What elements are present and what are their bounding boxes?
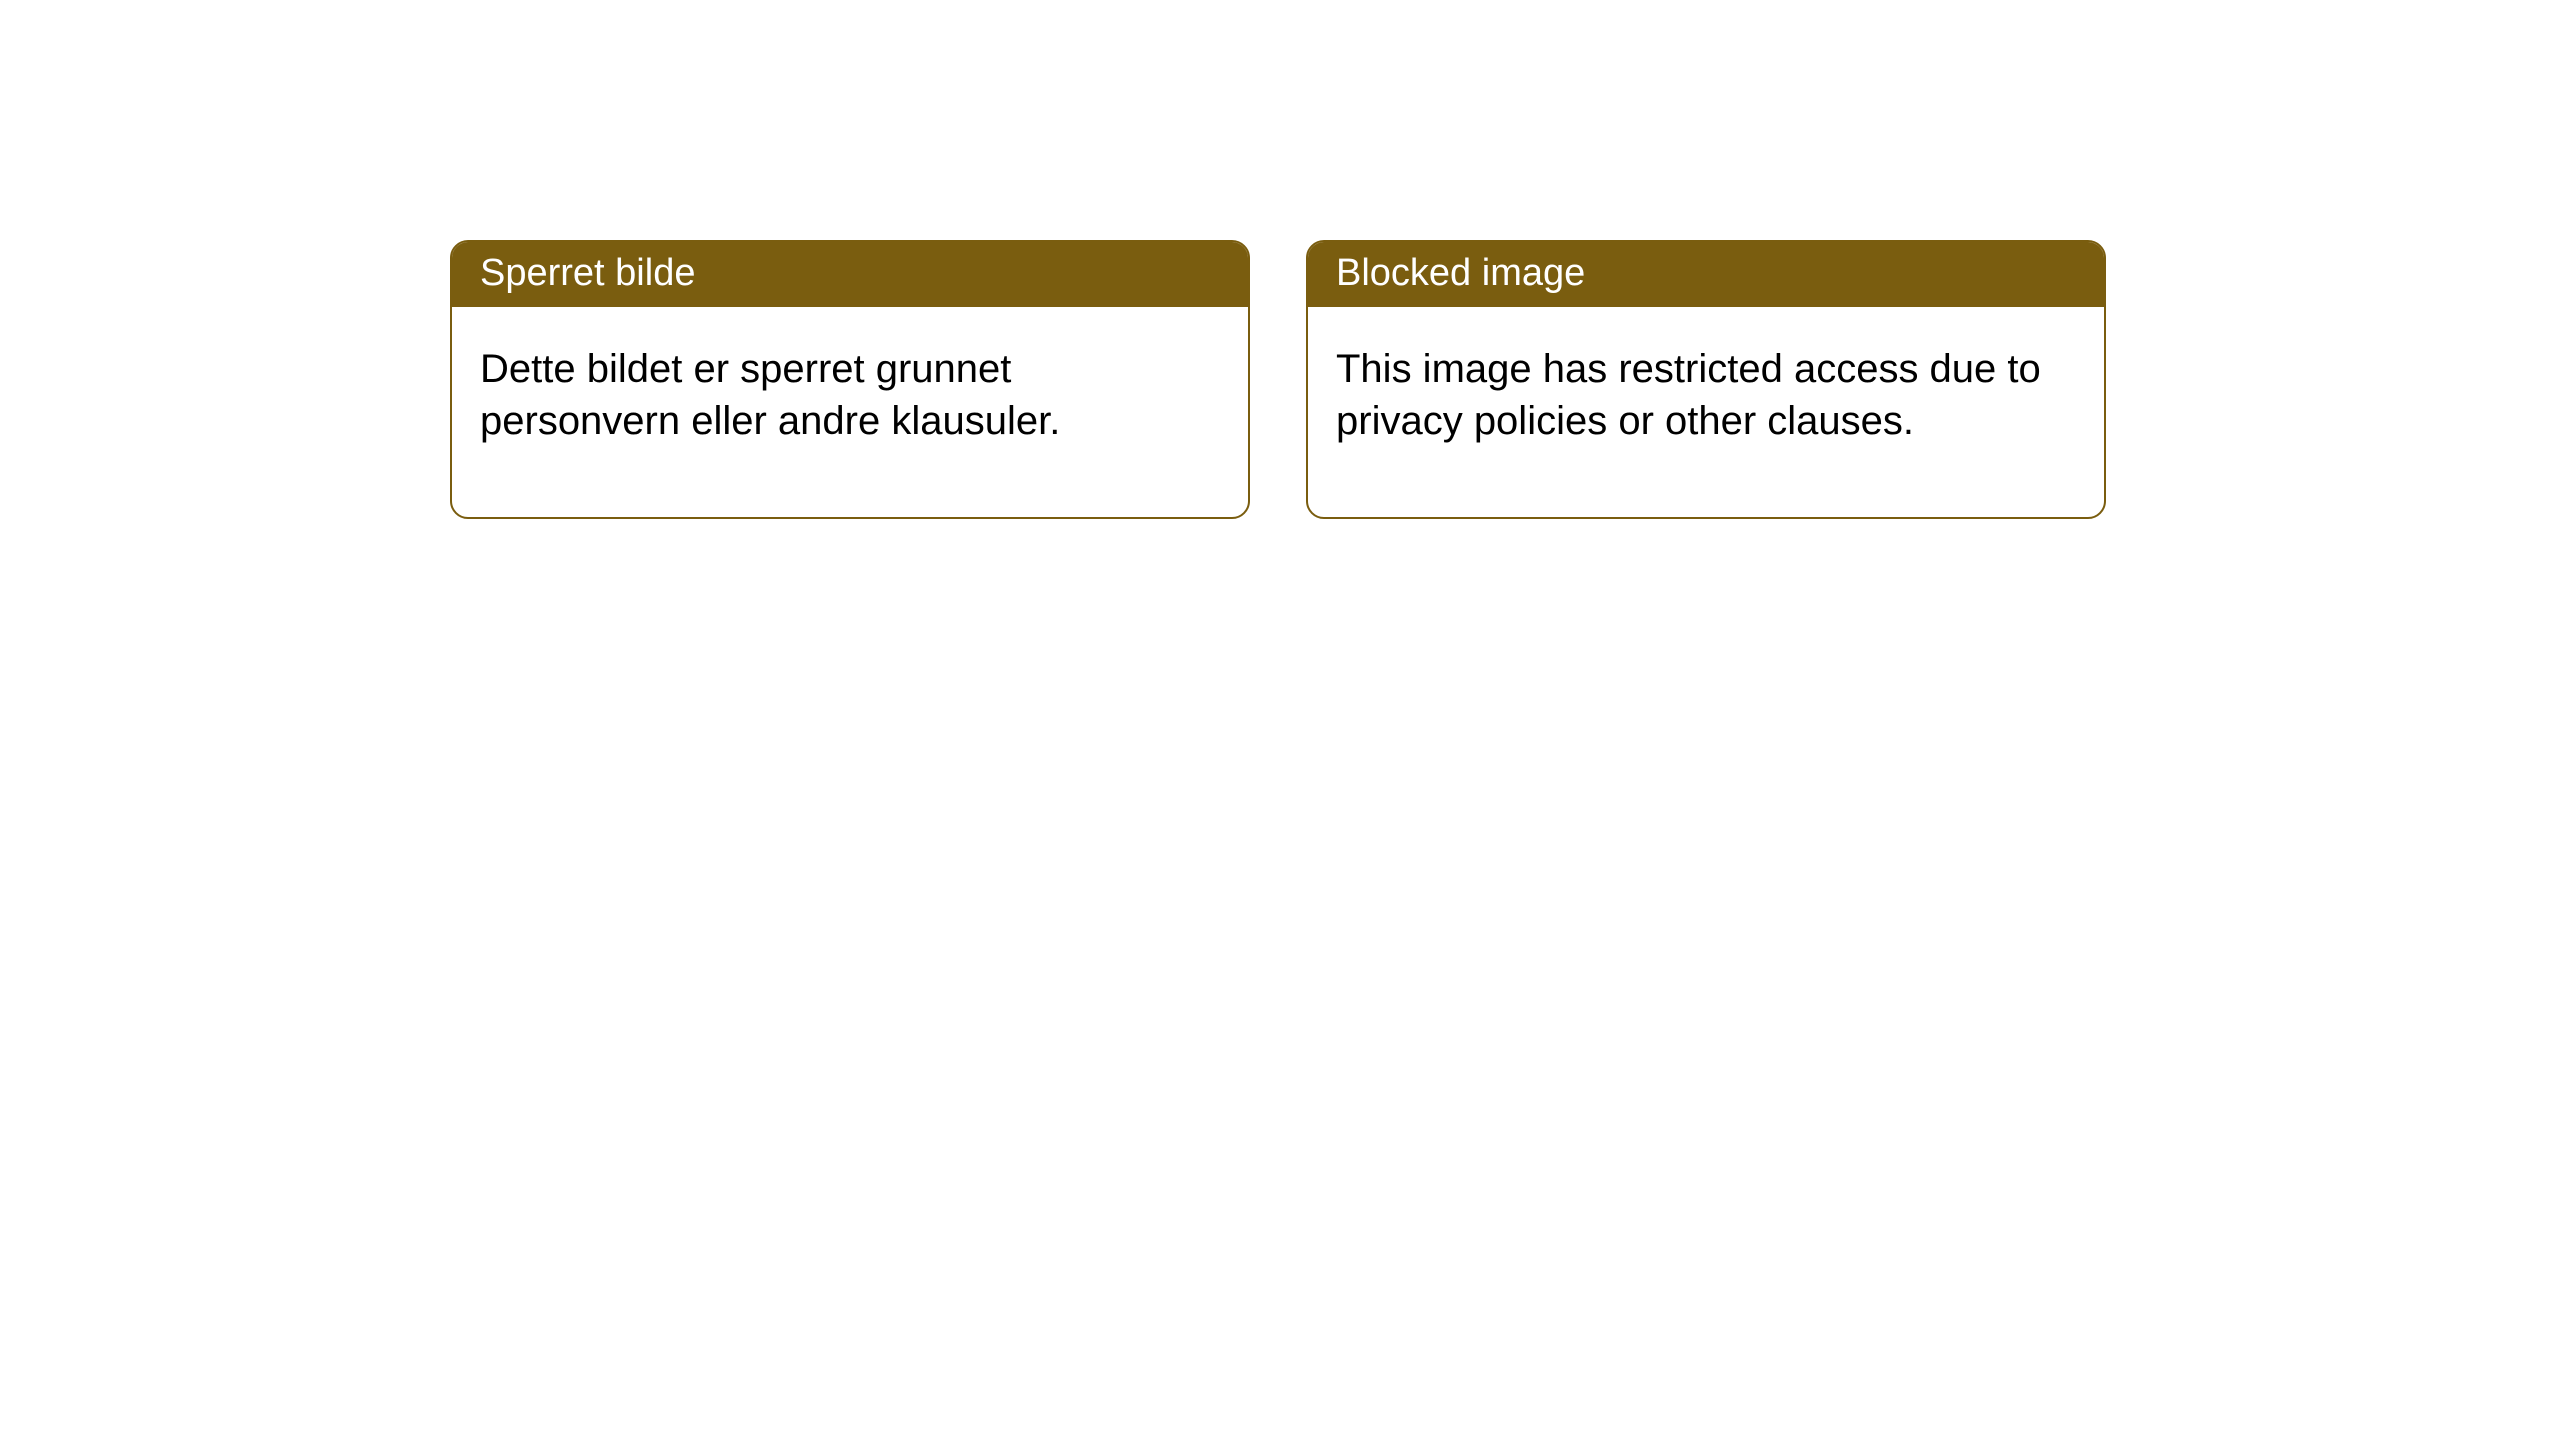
card-title: Blocked image — [1336, 252, 1585, 294]
notice-card-english: Blocked image This image has restricted … — [1306, 240, 2106, 519]
card-header: Blocked image — [1308, 242, 2104, 307]
notice-card-norwegian: Sperret bilde Dette bildet er sperret gr… — [450, 240, 1250, 519]
card-body-text: This image has restricted access due to … — [1336, 347, 2041, 443]
notice-cards-container: Sperret bilde Dette bildet er sperret gr… — [0, 0, 2560, 519]
card-title: Sperret bilde — [480, 252, 695, 294]
card-body: This image has restricted access due to … — [1308, 307, 2104, 517]
card-body: Dette bildet er sperret grunnet personve… — [452, 307, 1248, 517]
card-header: Sperret bilde — [452, 242, 1248, 307]
card-body-text: Dette bildet er sperret grunnet personve… — [480, 347, 1060, 443]
